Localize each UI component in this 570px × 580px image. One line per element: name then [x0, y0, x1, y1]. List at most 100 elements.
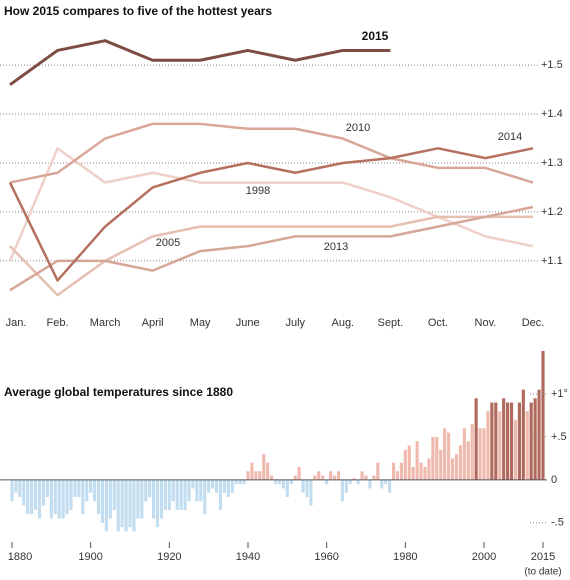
bar [238, 479, 242, 485]
bar [277, 479, 282, 485]
bar [435, 436, 439, 480]
series-line [8, 147, 534, 282]
bar [65, 479, 69, 515]
x-tick-label: Nov. [475, 317, 497, 329]
series-line [9, 39, 391, 86]
bar [305, 479, 309, 498]
bar [273, 479, 278, 485]
bar [340, 479, 344, 502]
bar [211, 479, 215, 489]
bar [309, 479, 313, 506]
series-label: 2005 [156, 237, 180, 249]
bar [22, 479, 26, 506]
y-tick-label: +1.1 [541, 255, 563, 267]
bar [407, 445, 411, 480]
bar [183, 479, 187, 510]
bar [140, 479, 144, 519]
bar [348, 479, 352, 485]
bar [537, 389, 541, 480]
bar [521, 389, 525, 480]
y-tick-label: +1.5 [541, 59, 563, 71]
bar [466, 441, 470, 480]
bar [482, 428, 486, 480]
bar [325, 479, 329, 485]
x-tick-label: 1920 [157, 551, 181, 563]
series-label: 2015 [362, 29, 389, 43]
bar [529, 402, 533, 480]
y-tick-label: +1.4 [541, 108, 563, 120]
bar [26, 479, 30, 515]
bar [163, 479, 167, 510]
x-tick-label: 2015 [531, 551, 555, 563]
bar [486, 411, 490, 480]
bar [541, 351, 545, 480]
bar [454, 454, 459, 480]
bar [53, 479, 57, 515]
bar [293, 475, 297, 480]
bar [332, 475, 337, 480]
bar [380, 479, 384, 489]
x-tick-label: 1980 [393, 551, 417, 563]
bar [230, 479, 234, 493]
bar [214, 479, 219, 493]
bar [506, 402, 510, 480]
bar [384, 479, 388, 485]
bar [195, 479, 199, 502]
bar [69, 479, 73, 510]
x-tick-label: May [190, 317, 211, 329]
x-tick-label: Sept. [378, 317, 404, 329]
bar [368, 479, 372, 489]
bar [14, 479, 18, 493]
bar [372, 475, 376, 480]
bar [262, 454, 266, 480]
bar [336, 471, 341, 480]
bar [419, 462, 423, 480]
bar [439, 449, 443, 480]
bar [171, 479, 175, 502]
series-line [9, 205, 534, 292]
bar [391, 462, 396, 480]
bar [124, 479, 128, 532]
series-label: 2014 [498, 131, 522, 143]
bar [100, 479, 105, 523]
bar [356, 479, 360, 485]
bar [203, 479, 207, 515]
bar [222, 479, 226, 493]
bar [81, 479, 85, 515]
bar [329, 471, 333, 480]
bar [301, 479, 305, 493]
bar [41, 479, 46, 506]
bar [344, 479, 348, 493]
bar [159, 479, 164, 519]
x-tick-label: July [285, 317, 305, 329]
y-tick-label: 0 [551, 474, 557, 486]
x-tick-label: April [142, 317, 164, 329]
series-line [9, 122, 534, 184]
bar [388, 479, 392, 493]
bar [313, 475, 317, 480]
x-tick-label: 2000 [472, 551, 496, 563]
bar [415, 441, 419, 480]
bar [207, 479, 211, 493]
bar [246, 471, 250, 480]
bar [411, 466, 415, 480]
bar [281, 479, 285, 489]
bar [37, 479, 42, 519]
bar [533, 398, 537, 480]
y-tick-label: +.5 [551, 431, 567, 443]
series-line [8, 147, 534, 262]
bar [136, 479, 140, 519]
bar [498, 411, 502, 480]
bar [431, 436, 435, 480]
bar [89, 479, 93, 493]
bar [187, 479, 191, 502]
bar [447, 432, 451, 480]
bar [470, 424, 474, 480]
bar [116, 479, 120, 532]
bar [525, 411, 529, 480]
bar [502, 398, 506, 480]
bar [148, 479, 152, 498]
y-tick-label: +1.3 [541, 157, 563, 169]
bar [458, 445, 462, 480]
